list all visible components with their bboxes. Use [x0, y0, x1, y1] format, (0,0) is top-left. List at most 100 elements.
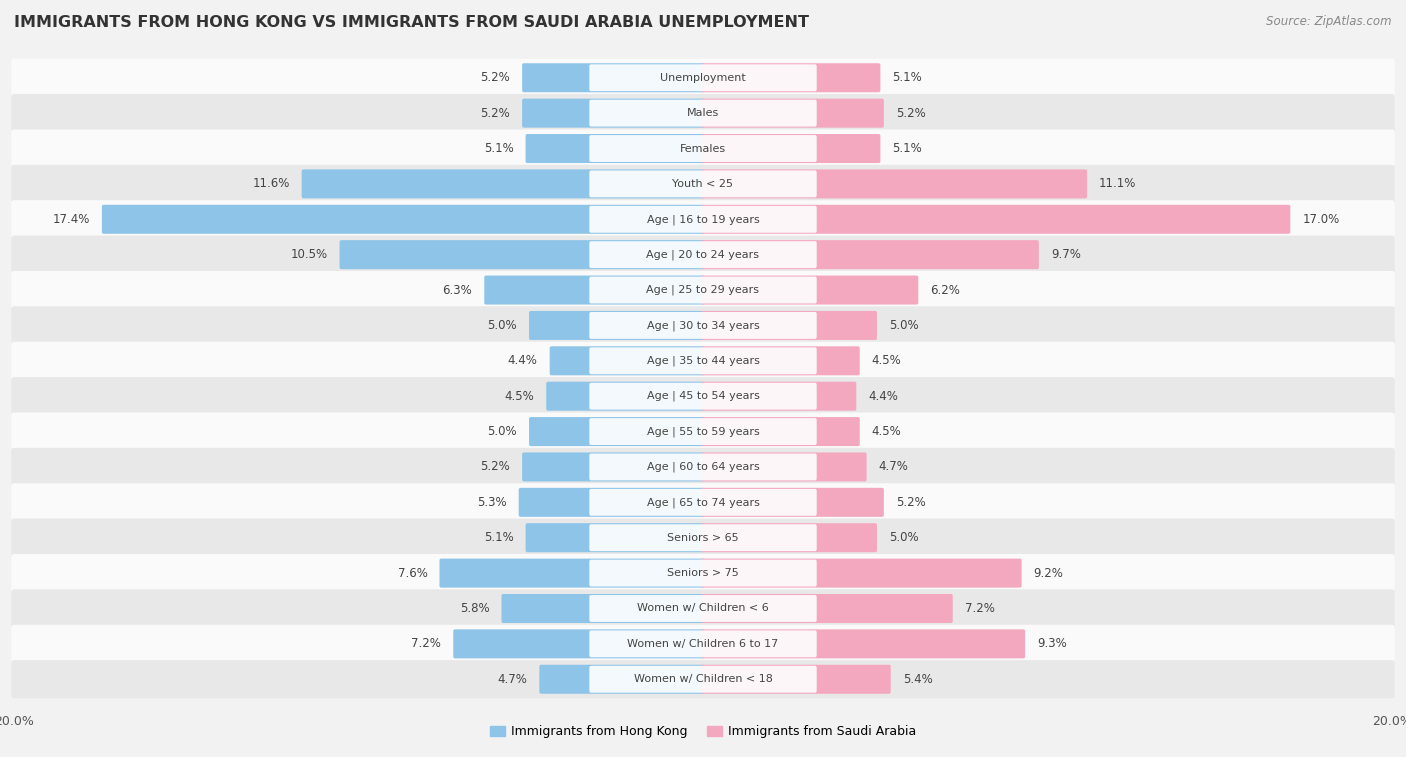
Text: IMMIGRANTS FROM HONG KONG VS IMMIGRANTS FROM SAUDI ARABIA UNEMPLOYMENT: IMMIGRANTS FROM HONG KONG VS IMMIGRANTS … [14, 15, 808, 30]
FancyBboxPatch shape [589, 312, 817, 339]
FancyBboxPatch shape [702, 240, 1039, 269]
FancyBboxPatch shape [589, 418, 817, 445]
FancyBboxPatch shape [522, 64, 704, 92]
FancyBboxPatch shape [702, 205, 1291, 234]
Text: 5.2%: 5.2% [481, 460, 510, 473]
Text: Seniors > 75: Seniors > 75 [666, 568, 740, 578]
FancyBboxPatch shape [11, 590, 1395, 628]
Text: 5.4%: 5.4% [903, 673, 932, 686]
FancyBboxPatch shape [589, 383, 817, 410]
Text: 4.4%: 4.4% [869, 390, 898, 403]
FancyBboxPatch shape [589, 135, 817, 162]
FancyBboxPatch shape [529, 311, 704, 340]
Text: Age | 16 to 19 years: Age | 16 to 19 years [647, 214, 759, 225]
Text: 10.5%: 10.5% [291, 248, 328, 261]
Text: 17.4%: 17.4% [52, 213, 90, 226]
FancyBboxPatch shape [702, 98, 884, 128]
FancyBboxPatch shape [11, 129, 1395, 167]
FancyBboxPatch shape [11, 341, 1395, 380]
FancyBboxPatch shape [589, 100, 817, 126]
FancyBboxPatch shape [11, 94, 1395, 132]
FancyBboxPatch shape [522, 453, 704, 481]
FancyBboxPatch shape [11, 413, 1395, 450]
FancyBboxPatch shape [529, 417, 704, 446]
FancyBboxPatch shape [484, 276, 704, 304]
Text: Age | 55 to 59 years: Age | 55 to 59 years [647, 426, 759, 437]
FancyBboxPatch shape [11, 200, 1395, 238]
Legend: Immigrants from Hong Kong, Immigrants from Saudi Arabia: Immigrants from Hong Kong, Immigrants fr… [485, 721, 921, 743]
Text: Females: Females [681, 144, 725, 154]
Text: 5.3%: 5.3% [477, 496, 506, 509]
Text: 6.2%: 6.2% [931, 284, 960, 297]
Text: 4.4%: 4.4% [508, 354, 537, 367]
FancyBboxPatch shape [340, 240, 704, 269]
FancyBboxPatch shape [702, 170, 1087, 198]
FancyBboxPatch shape [101, 205, 704, 234]
FancyBboxPatch shape [540, 665, 704, 693]
Text: Age | 65 to 74 years: Age | 65 to 74 years [647, 497, 759, 508]
Text: Age | 45 to 54 years: Age | 45 to 54 years [647, 391, 759, 401]
FancyBboxPatch shape [589, 595, 817, 622]
FancyBboxPatch shape [702, 665, 891, 693]
FancyBboxPatch shape [11, 519, 1395, 557]
Text: Women w/ Children < 6: Women w/ Children < 6 [637, 603, 769, 613]
FancyBboxPatch shape [11, 660, 1395, 699]
Text: Women w/ Children 6 to 17: Women w/ Children 6 to 17 [627, 639, 779, 649]
FancyBboxPatch shape [11, 307, 1395, 344]
FancyBboxPatch shape [702, 134, 880, 163]
FancyBboxPatch shape [11, 165, 1395, 203]
FancyBboxPatch shape [11, 625, 1395, 663]
FancyBboxPatch shape [702, 417, 859, 446]
Text: Age | 30 to 34 years: Age | 30 to 34 years [647, 320, 759, 331]
Text: 9.3%: 9.3% [1038, 637, 1067, 650]
FancyBboxPatch shape [11, 377, 1395, 416]
Text: 7.2%: 7.2% [412, 637, 441, 650]
Text: 11.1%: 11.1% [1099, 177, 1136, 191]
FancyBboxPatch shape [702, 64, 880, 92]
Text: Unemployment: Unemployment [661, 73, 745, 83]
Text: 4.5%: 4.5% [872, 354, 901, 367]
Text: 9.2%: 9.2% [1033, 566, 1063, 580]
Text: 5.1%: 5.1% [893, 71, 922, 84]
FancyBboxPatch shape [702, 276, 918, 304]
Text: 17.0%: 17.0% [1302, 213, 1340, 226]
Text: 5.1%: 5.1% [484, 142, 513, 155]
FancyBboxPatch shape [11, 235, 1395, 274]
Text: Seniors > 65: Seniors > 65 [668, 533, 738, 543]
FancyBboxPatch shape [589, 666, 817, 693]
Text: Age | 25 to 29 years: Age | 25 to 29 years [647, 285, 759, 295]
Text: 4.5%: 4.5% [505, 390, 534, 403]
FancyBboxPatch shape [702, 382, 856, 411]
FancyBboxPatch shape [11, 483, 1395, 522]
FancyBboxPatch shape [589, 559, 817, 587]
FancyBboxPatch shape [589, 347, 817, 374]
Text: 5.2%: 5.2% [481, 107, 510, 120]
FancyBboxPatch shape [547, 382, 704, 411]
FancyBboxPatch shape [589, 206, 817, 232]
FancyBboxPatch shape [702, 523, 877, 552]
FancyBboxPatch shape [526, 523, 704, 552]
FancyBboxPatch shape [702, 594, 953, 623]
Text: Source: ZipAtlas.com: Source: ZipAtlas.com [1267, 15, 1392, 28]
FancyBboxPatch shape [526, 134, 704, 163]
FancyBboxPatch shape [11, 554, 1395, 592]
Text: 5.8%: 5.8% [460, 602, 489, 615]
FancyBboxPatch shape [502, 594, 704, 623]
Text: 5.2%: 5.2% [896, 496, 925, 509]
Text: Age | 60 to 64 years: Age | 60 to 64 years [647, 462, 759, 472]
FancyBboxPatch shape [702, 488, 884, 517]
Text: 7.6%: 7.6% [398, 566, 427, 580]
Text: 5.0%: 5.0% [488, 319, 517, 332]
Text: Age | 35 to 44 years: Age | 35 to 44 years [647, 356, 759, 366]
FancyBboxPatch shape [589, 525, 817, 551]
Text: Males: Males [688, 108, 718, 118]
FancyBboxPatch shape [702, 559, 1022, 587]
Text: 5.0%: 5.0% [889, 319, 918, 332]
FancyBboxPatch shape [11, 271, 1395, 309]
Text: 9.7%: 9.7% [1050, 248, 1081, 261]
Text: 7.2%: 7.2% [965, 602, 994, 615]
Text: 5.2%: 5.2% [481, 71, 510, 84]
FancyBboxPatch shape [522, 98, 704, 128]
FancyBboxPatch shape [519, 488, 704, 517]
FancyBboxPatch shape [11, 448, 1395, 486]
